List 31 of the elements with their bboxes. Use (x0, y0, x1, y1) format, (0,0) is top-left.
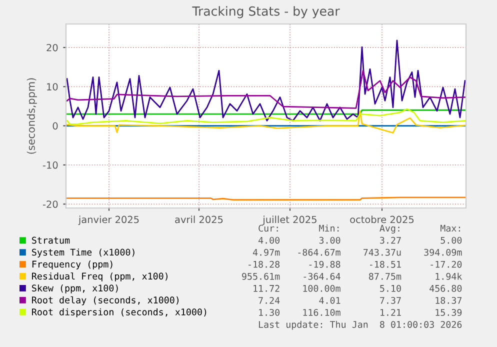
y-tick-label: 10 (47, 83, 58, 90)
text: 4.97m -864.67m 743.37u 394.09m (252, 248, 462, 256)
text: 7.24 4.01 7.37 18.37 (258, 296, 462, 304)
text: Cur: Min: Avg: Max: (258, 224, 460, 234)
y-tick-label: 20 (46, 44, 58, 52)
line-series (66, 108, 466, 125)
y-tick-label: -10 (42, 161, 58, 169)
text: 4.00 3.00 3.27 5.00 (258, 236, 462, 244)
x-tick-label: juillet 2025 (262, 216, 316, 226)
x-tick-label: octobre 2025 (350, 216, 414, 224)
line-series (66, 40, 466, 122)
legend-label: Frequency (ppm) (32, 260, 112, 270)
x-tick-label: janvier 2025 (78, 216, 139, 226)
legend-label: Root dispersion (seconds, x1000) (32, 308, 206, 318)
text: 1.30 116.10m 1.21 15.39 (259, 308, 462, 316)
legend-label: Root delay (seconds, x1000) (32, 296, 179, 306)
legend-label: Residual Freq (ppm, x100) (32, 272, 168, 282)
text: -18.28 -19.88 -18.51 -17.20 (248, 260, 462, 268)
y-tick-label: -20 (42, 200, 58, 208)
y-tick-label: 0 (52, 122, 58, 130)
text: 11.72 100.00m 5.10 456.80 (254, 284, 462, 292)
x-tick-label: avril 2025 (175, 216, 223, 224)
y-axis-title: (seconds,ppm) (26, 78, 37, 154)
chart-title: Tracking Stats - by year (192, 6, 340, 18)
text: 955.61m -364.64 87.75m 1.94k (242, 272, 462, 280)
line-series (66, 110, 466, 134)
legend-label: System Time (x1000) (32, 248, 134, 258)
text: Last update: Thu Jan 8 01:00:03 2026 (258, 320, 462, 330)
line-series (66, 70, 466, 109)
legend-label: Skew (ppm, x100) (32, 284, 118, 294)
legend-label: Stratum (32, 236, 70, 244)
